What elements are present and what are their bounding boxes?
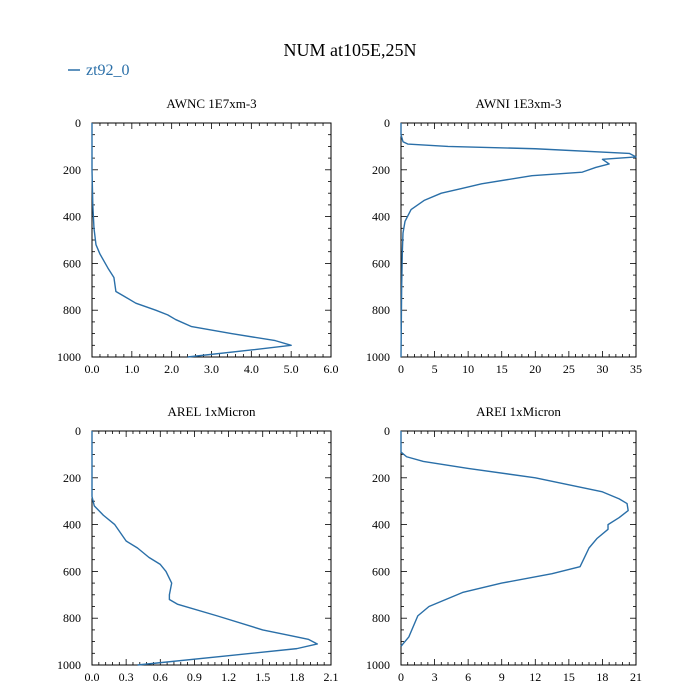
plot-frame: [400, 122, 637, 358]
x-tick-label: 30: [596, 362, 608, 376]
x-tick-label: 0.0: [85, 670, 100, 684]
y-tick-label: 1000: [57, 350, 81, 364]
subplot-title-arel: AREL 1xMicron: [168, 404, 256, 419]
x-tick-label: 0.3: [119, 670, 134, 684]
subplot-awni: AWNI 1E3xm-3 0 5 10 15 20 25 30 35 0 200 400 600 800 1…: [366, 96, 642, 376]
x-tick-label: 1.2: [221, 670, 236, 684]
subplot-title-arei: AREI 1xMicron: [476, 404, 561, 419]
subplot-arei: AREI 1xMicron 0 3 6 9 12 15 18 21 0 200 400 600 800 10…: [366, 404, 642, 684]
y-tick-label: 600: [372, 256, 390, 270]
x-tick-label: 15: [563, 670, 575, 684]
x-tick-label: 2.1: [324, 670, 339, 684]
x-tick-label: 0.0: [85, 362, 100, 376]
y-tick-label: 400: [63, 518, 81, 532]
y-tick-label: 0: [384, 116, 390, 130]
y-tick-label: 600: [372, 564, 390, 578]
x-tick-label: 3.0: [204, 362, 219, 376]
x-tick-label: 25: [563, 362, 575, 376]
x-tick-label: 0: [398, 670, 404, 684]
y-tick-label: 1000: [366, 350, 390, 364]
plot-frame: [400, 430, 637, 666]
y-tick-label: 0: [75, 424, 81, 438]
x-tick-label: 10: [462, 362, 474, 376]
series-line-awni: [400, 123, 637, 358]
y-tick-label: 400: [372, 518, 390, 532]
x-tick-label: 0.9: [187, 670, 202, 684]
series-line-arel: [91, 431, 319, 666]
y-tick-label: 1000: [57, 658, 81, 672]
subplot-arel: AREL 1xMicron 0.0 0.3 0.6 0.9 1.2 1.5 1.8 2.1 0 20…: [57, 404, 339, 684]
x-tick-label: 3: [432, 670, 438, 684]
x-tick-label: 6: [465, 670, 471, 684]
y-tick-label: 600: [63, 564, 81, 578]
y-tick-label: 1000: [366, 658, 390, 672]
y-tick-label: 800: [63, 611, 81, 625]
x-tick-label: 5.0: [284, 362, 299, 376]
figure-title: NUM at105E,25N: [284, 40, 417, 60]
y-tick-label: 800: [372, 303, 390, 317]
x-tick-label: 9: [499, 670, 505, 684]
x-tick-label: 4.0: [244, 362, 259, 376]
x-tick-label: 12: [529, 670, 541, 684]
plot-frame: [91, 122, 332, 358]
x-tick-label: 1.5: [255, 670, 270, 684]
subplot-title-awni: AWNI 1E3xm-3: [476, 96, 562, 111]
x-tick-label: 15: [496, 362, 508, 376]
x-tick-label: 21: [630, 670, 642, 684]
plot-frame: [91, 430, 332, 666]
x-tick-label: 0.6: [153, 670, 168, 684]
x-tick-label: 35: [630, 362, 642, 376]
x-tick-label: 5: [432, 362, 438, 376]
y-tick-label: 200: [372, 471, 390, 485]
y-tick-label: 400: [63, 210, 81, 224]
y-tick-label: 200: [63, 471, 81, 485]
y-tick-label: 800: [372, 611, 390, 625]
series-line-awnc: [91, 123, 292, 358]
x-tick-label: 20: [529, 362, 541, 376]
x-tick-label: 1.8: [289, 670, 304, 684]
y-tick-label: 400: [372, 210, 390, 224]
y-tick-label: 0: [75, 116, 81, 130]
x-tick-label: 6.0: [324, 362, 339, 376]
x-tick-label: 18: [596, 670, 608, 684]
series-line-arei: [400, 431, 629, 647]
y-tick-label: 600: [63, 256, 81, 270]
subplot-title-awnc: AWNC 1E7xm-3: [166, 96, 256, 111]
x-tick-label: 1.0: [124, 362, 139, 376]
subplot-awnc: AWNC 1E7xm-3 0.0 1.0 2.0 3.0 4.0 5.0 6.0 0 200 400…: [57, 96, 339, 376]
y-tick-label: 0: [384, 424, 390, 438]
y-tick-label: 800: [63, 303, 81, 317]
y-tick-label: 200: [63, 163, 81, 177]
y-tick-label: 200: [372, 163, 390, 177]
legend-label: zt92_0: [86, 62, 130, 79]
x-tick-label: 2.0: [164, 362, 179, 376]
x-tick-label: 0: [398, 362, 404, 376]
